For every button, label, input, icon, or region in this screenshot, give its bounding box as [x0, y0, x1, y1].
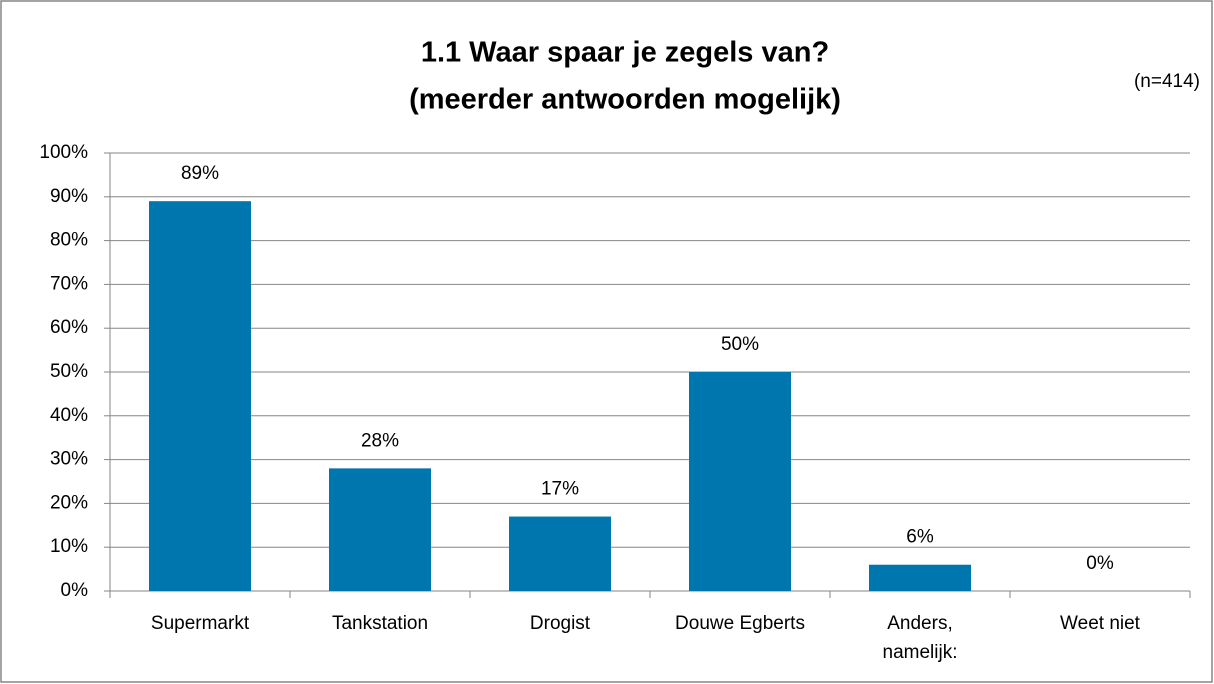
- bar: [329, 468, 431, 591]
- bar: [689, 372, 791, 591]
- y-tick-label: 0%: [61, 580, 89, 601]
- y-tick-label: 50%: [50, 361, 88, 382]
- data-label: 28%: [361, 430, 399, 451]
- y-tick-label: 40%: [50, 405, 88, 426]
- bar: [149, 201, 251, 591]
- data-label: 0%: [1086, 553, 1114, 574]
- x-tick-label: Tankstation: [332, 613, 428, 634]
- x-tick-label: Anders, namelijk:: [883, 613, 958, 663]
- x-tick-label: Douwe Egberts: [675, 613, 805, 634]
- data-label: 89%: [181, 163, 219, 184]
- y-tick-label: 100%: [39, 142, 88, 163]
- y-tick-label: 70%: [50, 273, 88, 294]
- y-tick-label: 90%: [50, 186, 88, 207]
- x-tick-label: Drogist: [530, 613, 591, 634]
- y-tick-label: 20%: [50, 492, 88, 513]
- chart-title: (meerder antwoorden mogelijk): [409, 84, 841, 116]
- bar: [869, 564, 971, 591]
- chart-title: 1.1 Waar spaar je zegels van?: [421, 37, 829, 69]
- data-label: 50%: [721, 334, 759, 355]
- data-label: 17%: [541, 479, 579, 500]
- annotation: (n=414): [1134, 71, 1200, 92]
- y-tick-label: 80%: [50, 230, 88, 251]
- x-tick-label: Weet niet: [1060, 613, 1141, 634]
- y-tick-label: 60%: [50, 317, 88, 338]
- bar: [509, 516, 611, 591]
- y-tick-label: 30%: [50, 449, 88, 470]
- data-label: 6%: [906, 527, 934, 548]
- y-tick-label: 10%: [50, 536, 88, 557]
- x-tick-label: Supermarkt: [151, 613, 250, 634]
